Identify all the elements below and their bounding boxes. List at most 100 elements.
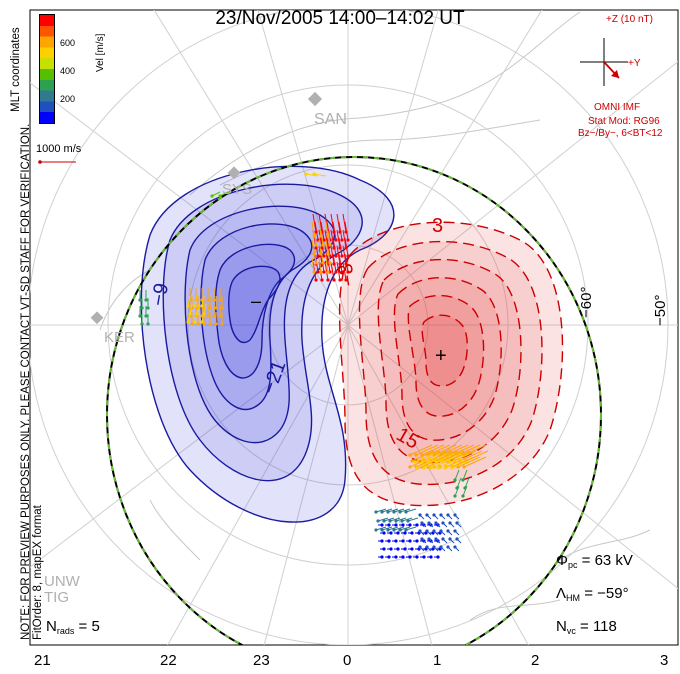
velocity-vector [318,257,322,273]
velocity-vector [324,261,329,281]
velocity-vector-dot [439,513,443,517]
velocity-vector [311,257,315,273]
neg-contour-4 [200,223,313,411]
velocity-vector-dot [316,254,320,258]
velocity-vector-dot [334,270,338,274]
velocity-vector [336,213,341,233]
velocity-vector [320,230,324,246]
velocity-vector-dot [425,513,429,517]
velocity-vector-dot [427,537,431,541]
velocity-vector-dot [427,521,431,525]
velocity-vector-dot [418,513,422,517]
velocity-vector-dot [380,539,384,543]
velocity-vector-dot [321,243,325,247]
velocity-vector [463,444,487,456]
lambda-subscript: HM [566,593,581,603]
velocity-vector-dot [346,238,350,242]
velocity-vector-dot [420,453,424,457]
velocity-vector [414,453,434,463]
velocity-vector-dot [410,459,414,463]
phi-symbol: Φ [556,552,568,569]
velocity-vector [401,517,413,522]
velocity-vector [330,245,335,265]
velocity-vector-dot [394,555,398,559]
n-vc-stat: Nvc = 118 [556,618,617,636]
velocity-vector [330,261,335,281]
velocity-vector [433,444,457,456]
velocity-vector-dot [432,545,436,549]
velocity-vector [405,508,417,513]
velocity-vector [325,239,329,255]
velocity-vector-dot [214,306,218,310]
potential-max-marker: + [435,345,447,367]
velocity-vector [421,444,445,456]
velocity-vector-dot [186,304,190,308]
velocity-vector [464,477,470,489]
mlt-label-3: 3 [660,652,669,669]
velocity-vector-dot [322,254,326,258]
velocity-vector [387,508,399,513]
vector-scale-dot [38,160,42,164]
velocity-vector [399,526,411,531]
velocity-vector [409,444,433,456]
velocity-vector-dot [453,545,457,549]
velocity-vector-dot [439,545,443,549]
velocity-vector [325,221,329,237]
imf-source: OMNI IMF [594,102,640,113]
contour-label-m9: −9 [147,281,173,307]
velocity-vector [332,237,337,257]
velocity-vector [451,444,475,456]
velocity-vector [330,213,335,233]
velocity-vector [336,245,341,265]
velocity-vector-dot [396,531,400,535]
velocity-vector [318,221,322,237]
velocity-vector-dot [314,261,318,265]
velocity-vector [187,295,191,307]
velocity-vector-dot [326,278,330,282]
velocity-vector [416,459,436,469]
velocity-vector-dot [398,528,402,532]
velocity-vector-dot [316,270,320,274]
preview-note: NOTE: FOR PREVIEW PURPOSES ONLY. PLEASE … [20,124,44,640]
velocity-vector-dot [403,547,407,551]
velocity-vector [320,248,324,264]
velocity-vector [311,221,315,237]
velocity-vector-dot [401,523,405,527]
velocity-vector [381,526,393,531]
mlt-label-2: 2 [531,652,540,669]
velocity-vector-dot [218,298,222,302]
velocity-vector [427,444,451,456]
velocity-vector-dot [338,278,342,282]
velocity-vector [465,450,489,462]
station-label-san: SAN [314,111,347,128]
velocity-vector-dot [403,531,407,535]
velocity-vector [463,456,487,468]
velocity-vector-dot [396,547,400,551]
velocity-vector [342,213,347,233]
velocity-vector-dot [389,531,393,535]
velocity-vector-dot [374,528,378,532]
velocity-vector [377,517,389,522]
velocity-vector-dot [406,519,410,523]
velocity-vector-dot [193,304,197,308]
velocity-vector-dot [144,314,148,318]
velocity-vector [459,450,483,462]
velocity-vector-dot [332,278,336,282]
velocity-vector [437,459,457,469]
velocity-vector [313,230,317,246]
velocity-vector [326,237,331,257]
velocity-vector-dot [425,529,429,533]
velocity-vector-dot [455,521,459,525]
positive-potential-cell [338,221,564,507]
lambda-symbol: Λ [556,585,567,602]
velocity-vector-dot [432,529,436,533]
velocity-vector-dot [190,322,194,326]
velocity-vector-dot [401,555,405,559]
preview-note-text: NOTE: FOR PREVIEW PURPOSES ONLY. PLEASE … [20,123,32,640]
pos-contour-5 [407,294,485,417]
velocity-vector-dot [429,466,433,470]
velocity-vector-dot [334,238,338,242]
neg-contour-6 [227,265,281,344]
velocity-vector-dot [434,537,438,541]
velocity-vector [342,229,347,249]
